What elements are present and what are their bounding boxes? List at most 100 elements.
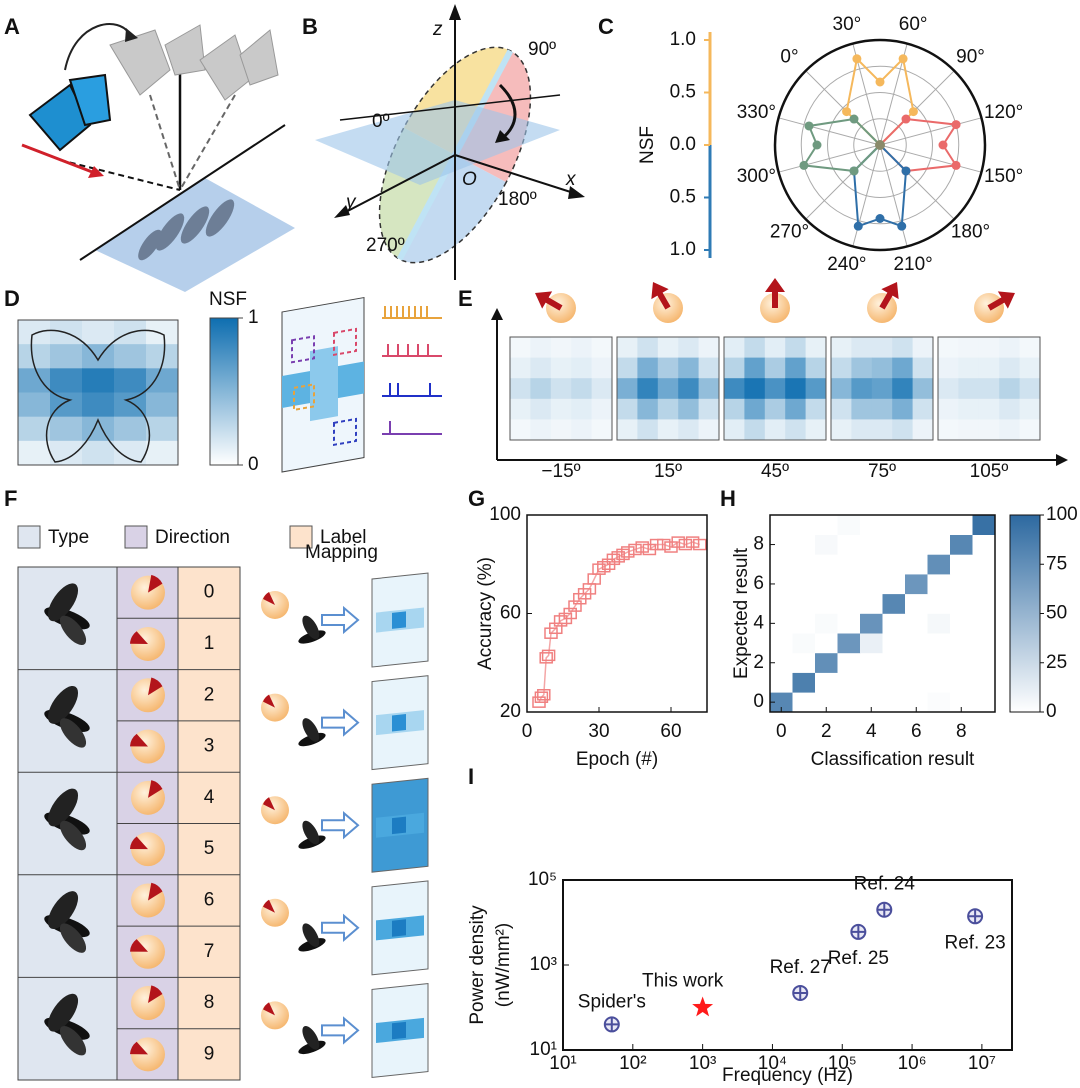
wedge bbox=[129, 836, 148, 850]
data-point bbox=[875, 77, 885, 87]
data-point bbox=[876, 901, 893, 918]
heat-cell bbox=[999, 398, 1021, 420]
angle-label: 180° bbox=[951, 222, 990, 243]
wing bbox=[59, 923, 87, 953]
heat-cell bbox=[978, 398, 1000, 420]
y-tick-label: 10³ bbox=[530, 954, 557, 975]
heat-cell bbox=[958, 378, 980, 400]
heat-cell bbox=[912, 398, 934, 420]
heat-cell bbox=[637, 378, 659, 400]
heat-cell bbox=[860, 574, 883, 595]
x-tick-label: 8 bbox=[956, 721, 967, 742]
heat-cell bbox=[724, 378, 745, 400]
plot-frame bbox=[769, 514, 996, 713]
data-point bbox=[901, 166, 911, 176]
thumbnail bbox=[371, 572, 429, 668]
heat-cell bbox=[978, 419, 1000, 441]
heat-cell bbox=[927, 534, 951, 555]
wedge bbox=[148, 677, 163, 696]
insect-icon bbox=[298, 1025, 326, 1055]
mapping-arrow bbox=[321, 605, 360, 635]
panel-label: F bbox=[4, 486, 17, 511]
data-point bbox=[901, 114, 911, 124]
heat-cell bbox=[657, 398, 679, 420]
heat-cell bbox=[770, 574, 793, 595]
data-point bbox=[938, 140, 948, 150]
heat-cell bbox=[764, 357, 786, 379]
heat-cell bbox=[972, 534, 996, 555]
data-point bbox=[657, 538, 671, 551]
heat-cell bbox=[792, 554, 816, 575]
heat-cell bbox=[678, 357, 700, 379]
wing bbox=[47, 891, 79, 930]
heat-cell bbox=[882, 652, 906, 673]
data-point bbox=[799, 160, 809, 170]
data-point bbox=[549, 622, 563, 635]
tick-label: 1.0 bbox=[670, 239, 696, 260]
tick-label: 0.5 bbox=[670, 82, 696, 103]
angle-label: 330° bbox=[737, 102, 776, 123]
x-tick-label: 0 bbox=[522, 721, 533, 742]
heat-cell bbox=[905, 652, 928, 673]
heat-cell bbox=[1019, 378, 1041, 400]
heat-cell bbox=[927, 613, 951, 634]
panel-label: H bbox=[720, 486, 736, 511]
heat-cell bbox=[50, 344, 83, 369]
heat-cell bbox=[912, 378, 934, 400]
grid-spoke bbox=[879, 144, 982, 173]
heat-cell bbox=[837, 574, 861, 595]
point-label: Spider's bbox=[578, 991, 646, 1012]
class-label: 6 bbox=[204, 889, 215, 910]
thumbnail bbox=[371, 982, 429, 1078]
legend-label: Type bbox=[48, 527, 89, 548]
colorbar-title: NSF bbox=[209, 289, 247, 310]
class-label: 4 bbox=[204, 787, 215, 808]
heat-cell bbox=[1019, 357, 1041, 379]
point-label: Ref. 25 bbox=[828, 948, 889, 969]
class-label: 7 bbox=[204, 941, 215, 962]
grid-spoke bbox=[778, 144, 881, 173]
heat-cell bbox=[18, 320, 51, 345]
heat-cell bbox=[657, 337, 679, 359]
heat-cell bbox=[837, 593, 861, 614]
wing bbox=[47, 993, 79, 1032]
thumb-core bbox=[392, 1021, 406, 1040]
heat-cell bbox=[18, 368, 51, 393]
heat-cell bbox=[770, 613, 793, 634]
heat-cell bbox=[815, 672, 838, 693]
heat-cell bbox=[831, 337, 852, 359]
heat-cell bbox=[114, 368, 147, 393]
grid-ring bbox=[827, 92, 933, 198]
insect-icon bbox=[298, 923, 326, 952]
data-point bbox=[597, 560, 611, 573]
arrow-shape bbox=[651, 282, 671, 310]
thumb-core bbox=[392, 816, 406, 835]
data-point bbox=[628, 543, 642, 556]
marker-cross bbox=[604, 1017, 619, 1032]
heat-cell bbox=[837, 613, 861, 634]
heat-cell bbox=[1019, 398, 1041, 420]
x-axis-label: Epoch (#) bbox=[576, 749, 658, 770]
direction-wedge bbox=[129, 939, 148, 952]
heat-cell bbox=[927, 692, 951, 713]
heat-cell bbox=[837, 652, 861, 673]
data-point bbox=[692, 996, 714, 1017]
tick-label: 1.0 bbox=[670, 29, 696, 50]
arrow-shape bbox=[765, 278, 785, 308]
heat-cell bbox=[938, 337, 959, 359]
heat-cell bbox=[50, 416, 83, 442]
heat-cell bbox=[815, 554, 838, 575]
axis-label: x bbox=[565, 169, 577, 190]
y-tick-label: 20 bbox=[500, 701, 521, 722]
direction-arrow bbox=[765, 278, 785, 308]
insect-icon bbox=[44, 993, 90, 1056]
grid-ring bbox=[853, 118, 907, 172]
y-tick-label: 2 bbox=[753, 652, 764, 673]
heat-cell bbox=[860, 613, 883, 634]
arrow-shape bbox=[987, 291, 1015, 311]
wing bbox=[59, 820, 87, 851]
butterfly-outline bbox=[30, 329, 166, 463]
heat-cell bbox=[882, 534, 906, 555]
heat-cell bbox=[950, 613, 973, 634]
panel-label: I bbox=[468, 764, 474, 789]
